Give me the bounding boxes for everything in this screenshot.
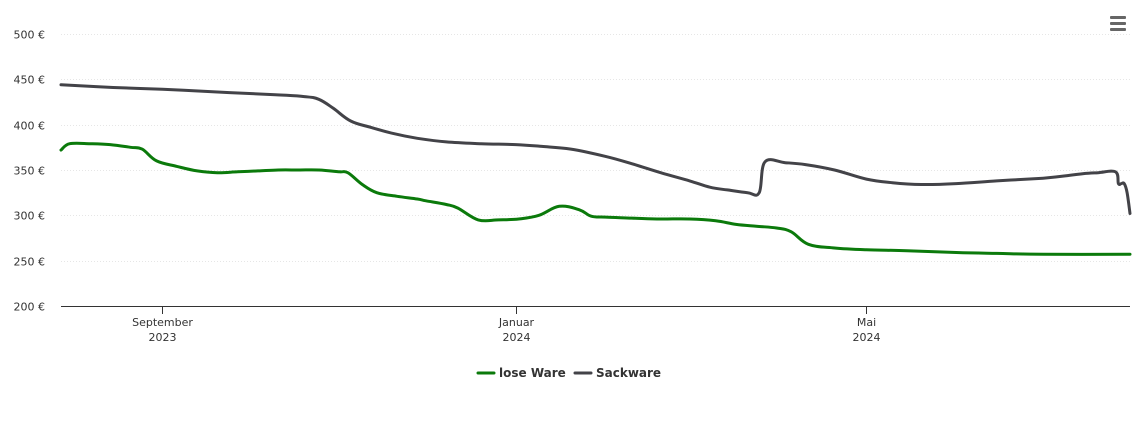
- y-tick-label: 200 €: [14, 301, 46, 314]
- y-tick-label: 450 €: [14, 74, 46, 87]
- legend-label: lose Ware: [499, 366, 566, 380]
- legend-item-sackware[interactable]: Sackware: [573, 366, 661, 380]
- x-tick-label-year: 2024: [853, 331, 881, 344]
- legend-item-lose-ware[interactable]: lose Ware: [476, 366, 566, 380]
- legend[interactable]: lose Ware Sackware: [476, 366, 661, 380]
- series: [59, 83, 1132, 256]
- axes: 200 € 250 € 300 € 350 € 400 € 450 € 500 € Septe…: [14, 29, 1130, 344]
- grid: [61, 34, 1130, 262]
- y-tick-label: 500 €: [14, 29, 46, 42]
- series-line-lose-ware[interactable]: [59, 141, 1132, 256]
- y-tick-label: 250 €: [14, 256, 46, 269]
- x-tick-label-month: Mai: [857, 316, 876, 329]
- y-tick-label: 300 €: [14, 210, 46, 223]
- x-tick-label-month: Januar: [498, 316, 535, 329]
- y-tick-label: 400 €: [14, 120, 46, 133]
- series-line-sackware[interactable]: [59, 83, 1132, 215]
- hamburger-menu-icon[interactable]: [1106, 12, 1130, 34]
- x-tick-label-year: 2023: [149, 331, 177, 344]
- x-tick-label-month: September: [132, 316, 193, 329]
- legend-label: Sackware: [596, 366, 661, 380]
- x-tick-label-year: 2024: [503, 331, 531, 344]
- y-tick-label: 350 €: [14, 165, 46, 178]
